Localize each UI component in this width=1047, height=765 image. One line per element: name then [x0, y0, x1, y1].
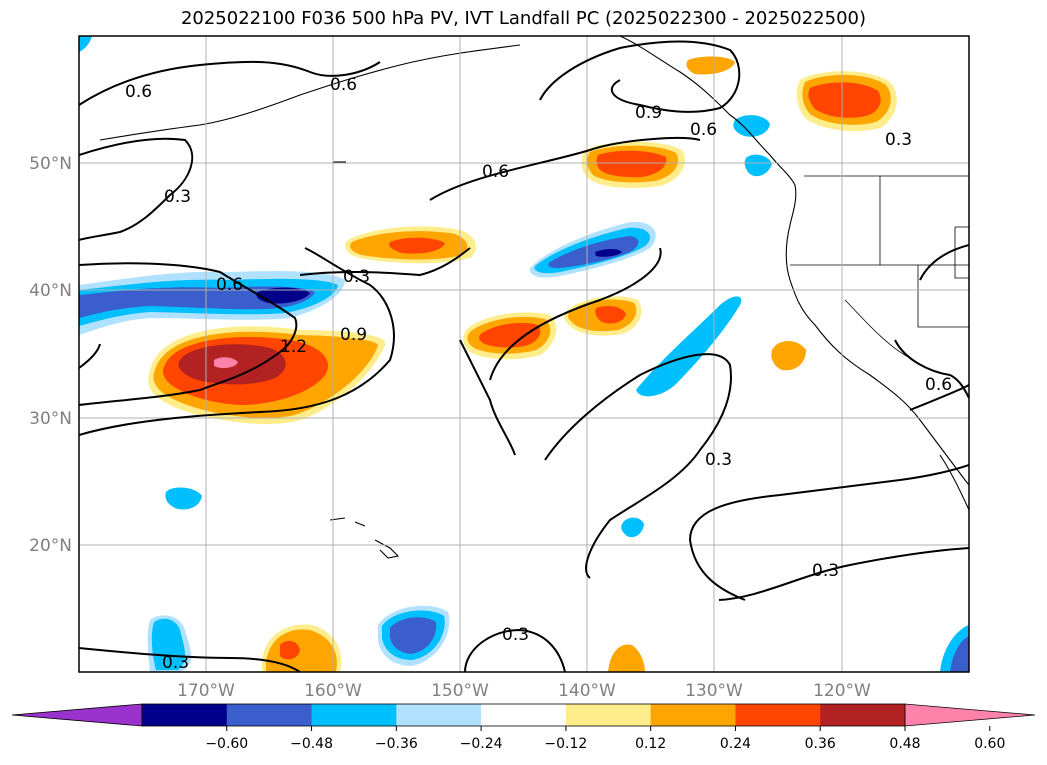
map-frame	[78, 35, 970, 673]
colorbar-segment	[735, 704, 821, 726]
contour-label: 0.3	[502, 625, 529, 645]
colorbar-extend-low	[11, 703, 143, 727]
colorbar-segment	[650, 704, 736, 726]
colorbar-frame	[141, 703, 906, 727]
contour-label: 0.6	[125, 82, 152, 102]
contour-label: 0.3	[164, 187, 191, 207]
contour-label: 0.6	[690, 120, 717, 140]
lon-label: 150°W	[431, 681, 489, 701]
lon-label: 160°W	[304, 681, 362, 701]
colorbar-segment	[142, 704, 228, 726]
contour-label: 0.3	[705, 450, 732, 470]
colorbar-tick-label: −0.12	[544, 736, 587, 752]
borders	[790, 175, 969, 359]
map-title: 2025022100 F036 500 hPa PV, IVT Landfall…	[180, 8, 867, 29]
colorbar-tick-label: −0.48	[290, 736, 333, 752]
colorbar-ticks: −0.60 −0.48 −0.36 −0.24 −0.12 0.12 0.24 0.36 0.4…	[205, 726, 1005, 752]
colorbar-tick-label: −0.24	[460, 736, 503, 752]
lon-label: 140°W	[558, 681, 616, 701]
colorbar-segment	[226, 704, 313, 726]
contour-label: 0.6	[925, 375, 952, 395]
colorbar-tick-label: 0.24	[720, 736, 751, 752]
pv-contours	[79, 40, 969, 672]
colorbar-tick-label: 0.48	[889, 736, 920, 752]
contour-labels: 0.6 0.6 0.3 0.6 0.3 0.9 0.6 0.6 0.3 1.2 …	[125, 75, 952, 673]
lon-label: 170°W	[177, 681, 235, 701]
contour-label: 0.9	[340, 325, 367, 345]
colorbar-segment	[565, 704, 652, 726]
colorbar: −0.60 −0.48 −0.36 −0.24 −0.12 0.12 0.24 0.36 0.4…	[11, 703, 1036, 752]
contour-label: 0.3	[812, 561, 839, 581]
colorbar-tick-label: −0.60	[205, 736, 248, 752]
colorbar-segment	[481, 704, 567, 726]
contour-label: 0.6	[216, 275, 243, 295]
coastline	[99, 36, 969, 559]
contour-label: 0.9	[635, 103, 662, 123]
colorbar-segments	[11, 703, 1036, 727]
filled-contours	[79, 36, 969, 672]
latitude-labels: 50°N 40°N 30°N 20°N	[29, 154, 72, 556]
contour-label: 0.3	[162, 653, 189, 673]
lat-label: 30°N	[29, 409, 72, 429]
colorbar-tick-label: 0.36	[805, 736, 836, 752]
colorbar-segment	[396, 704, 482, 726]
lat-label: 40°N	[29, 281, 72, 301]
gridlines	[79, 36, 969, 672]
map-area: 0.6 0.6 0.3 0.6 0.3 0.9 0.6 0.6 0.3 1.2 …	[79, 36, 969, 673]
contour-label: 0.6	[330, 75, 357, 95]
contour-label: 0.3	[885, 130, 912, 150]
contour-label: 1.2	[280, 337, 307, 357]
colorbar-segment	[820, 704, 906, 726]
colorbar-segment	[311, 704, 397, 726]
contour-label: 0.6	[482, 162, 509, 182]
lat-label: 20°N	[29, 536, 72, 556]
colorbar-tick-label: 0.60	[974, 736, 1005, 752]
lat-label: 50°N	[29, 154, 72, 174]
colorbar-tick-label: −0.36	[375, 736, 418, 752]
longitude-labels: 170°W 160°W 150°W 140°W 130°W 120°W	[177, 681, 871, 701]
colorbar-tick-label: 0.12	[635, 736, 666, 752]
lon-label: 130°W	[685, 681, 743, 701]
lon-label: 120°W	[813, 681, 871, 701]
contour-label: 0.3	[343, 267, 370, 287]
colorbar-extend-high	[904, 703, 1036, 727]
